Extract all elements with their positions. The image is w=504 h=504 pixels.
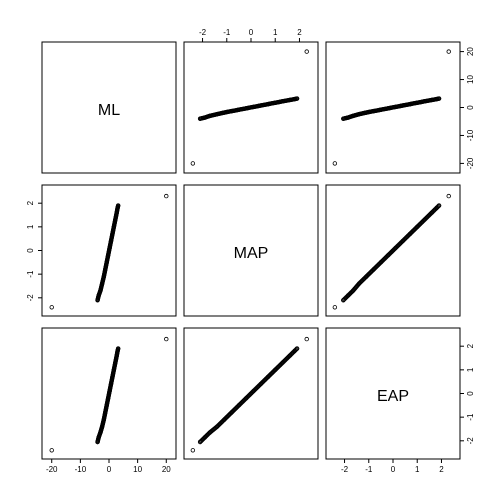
x-tick-label-bottom: 10 [133,465,142,474]
y-tick-label-left: 2 [26,200,35,205]
points-layer [49,49,451,453]
scatter-point [190,161,196,166]
y-tick-label-right: 2 [466,343,475,348]
x-tick-label-bottom: 1 [415,465,420,474]
panel-frame [183,184,319,317]
scatter-point [49,448,54,453]
panel-map-map: MAP [183,184,319,317]
scatter-point [294,347,299,352]
scatter-point [436,204,441,209]
scatter-point [304,49,309,54]
panel-frame [183,327,319,460]
scatter-point [294,96,300,101]
x-tick-label-top: 2 [297,28,302,37]
panel-frame [41,41,177,174]
x-tick-label-bottom: -20 [46,465,58,474]
x-tick-label-top: 1 [273,28,278,37]
y-tick-label-right: 1 [466,367,475,372]
scatter-point [332,161,338,166]
x-tick-label-bottom: 0 [107,465,112,474]
y-tick-label-right: 0 [466,105,475,110]
scatter-point [115,203,121,208]
diag-label-map: MAP [234,245,269,262]
y-tick-label-right: 20 [466,47,475,56]
y-tick-label-right: 10 [466,75,475,84]
panel-frame [325,184,461,317]
diag-label-ml: ML [98,102,120,119]
y-tick-label-right: -20 [466,157,475,169]
x-tick-label-bottom: -10 [75,465,87,474]
scatter-point [304,336,309,342]
panel-eap-map [183,327,319,460]
diag-label-eap: EAP [377,388,409,405]
y-tick-label-left: -1 [26,270,35,278]
scatter-point [446,193,451,199]
y-tick-label-right: 0 [466,391,475,396]
y-tick-label-right: -1 [466,413,475,421]
scatter-point [294,346,300,351]
scatter-point [164,193,169,199]
scatter-point [115,346,121,351]
y-tick-label-right: -2 [466,437,475,445]
scatter-point [446,49,451,54]
y-tick-label-right: -10 [466,129,475,141]
scatter-point [332,305,338,310]
panel-ml-ml: ML [41,41,177,174]
panel-map-eap [325,184,461,317]
y-tick-label-left: -2 [26,294,35,302]
scatter-point [436,203,442,208]
x-tick-label-bottom: -2 [341,465,349,474]
x-tick-label-bottom: 2 [439,465,444,474]
x-tick-label-bottom: 20 [162,465,171,474]
scatter-point [436,96,442,101]
y-tick-label-left: 1 [26,224,35,229]
scatter-point [190,448,196,453]
scatter-point [49,305,54,310]
x-tick-label-bottom: 0 [391,465,396,474]
y-tick-label-left: 0 [26,248,35,253]
axes-layer: -2 -1 0 1 2-20 -10 0 10 20 -2 -1 0 1 2-2-1012-20-1001… [26,28,475,474]
x-tick-label-top: -1 [223,28,231,37]
x-tick-label-top: 0 [249,28,254,37]
scatter-point [164,336,169,342]
x-tick-label-top: -2 [199,28,207,37]
x-tick-label-bottom: -1 [365,465,373,474]
